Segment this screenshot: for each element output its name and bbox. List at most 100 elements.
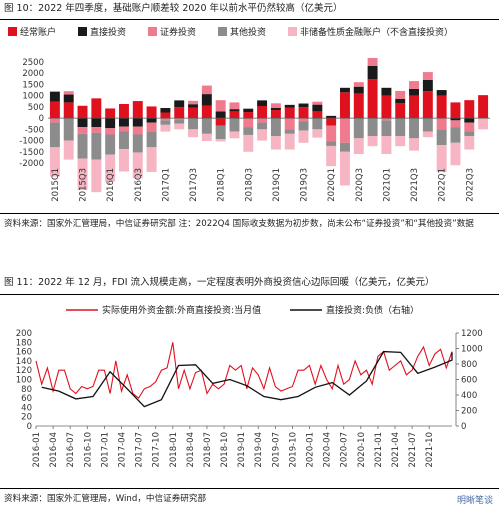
y-left-tick-label: 40	[21, 403, 32, 413]
x-tick-label: 2019Q3	[300, 168, 310, 202]
bar-2019Q1-s4	[270, 136, 281, 150]
bar-2017Q1-s2	[160, 118, 171, 121]
bar-2016Q4-s0	[146, 106, 157, 119]
x-tick-label: 2016-10	[83, 432, 93, 468]
bar-2018Q1-s4	[215, 139, 226, 142]
bar-2019Q4-s0	[312, 111, 323, 119]
y-tick-label: -500	[25, 125, 44, 135]
x-tick-label: 2022Q3	[465, 168, 475, 202]
series-line-direct-investment-liabilities	[41, 350, 453, 408]
y-left-tick-label: 120	[16, 366, 32, 376]
bar-2016Q4-s2	[146, 122, 157, 132]
bar-2022Q2-s0	[450, 102, 461, 119]
bar-2021Q3-s2	[409, 81, 420, 89]
bar-2017Q3-s3	[188, 118, 199, 130]
bar-2017Q2-s2	[174, 118, 185, 120]
x-tick-label: 2015Q1	[51, 168, 61, 202]
figure-10-top-rule	[0, 19, 499, 20]
x-tick-label: 2017-10	[152, 432, 162, 468]
bar-2019Q3-s2	[298, 118, 309, 122]
legend-swatch-3	[218, 27, 227, 36]
bar-2022Q3-s3	[464, 131, 475, 137]
x-tick-label: 2020Q1	[327, 168, 337, 202]
bar-2016Q1-s0	[105, 108, 116, 119]
x-tick-label: 2021-04	[391, 432, 401, 468]
bar-2021Q2-s2	[395, 90, 406, 99]
x-tick-label: 2020-07	[340, 432, 350, 468]
y-right-tick-label: 1200	[461, 329, 483, 339]
y-tick-label: 2500	[22, 58, 44, 68]
bar-2021Q1-s1	[381, 87, 392, 96]
bar-2018Q1-s1	[215, 111, 226, 119]
bar-2022Q3-s1	[464, 118, 475, 123]
bar-2016Q3-s3	[132, 134, 143, 153]
bar-2022Q3-s4	[464, 136, 475, 150]
x-tick-label: 2016-07	[66, 432, 76, 468]
bar-2018Q4-s3	[257, 122, 268, 130]
bar-2021Q3-s3	[409, 118, 420, 139]
y-left-tick-label: 160	[16, 348, 32, 358]
legend-swatch-1	[78, 27, 87, 36]
x-tick-label: 2018-10	[220, 432, 230, 468]
bar-2018Q2-s2	[229, 102, 240, 110]
bar-2019Q2-s4	[284, 133, 295, 150]
bar-2019Q2-s2	[284, 118, 295, 130]
figure-10-chart: 经常账户 直接投资 证券投资 其他投资 非储备性质金融账户（不含直接投资）-2000-1…	[8, 26, 490, 202]
bar-2020Q3-s0	[353, 93, 364, 119]
y-left-tick-label: 100	[16, 376, 32, 386]
y-left-tick-label: 180	[16, 338, 32, 348]
bar-2018Q1-s3	[215, 125, 226, 140]
legend-label-red: 实际使用外资金额:外商直接投资:当月值	[102, 304, 261, 316]
bar-2019Q1-s1	[270, 107, 281, 111]
bar-2016Q1-s3	[105, 134, 116, 155]
bar-2019Q1-s0	[270, 110, 281, 119]
bar-2015Q1-s0	[49, 101, 60, 119]
bar-2018Q4-s4	[257, 129, 268, 141]
x-tick-label: 2021-01	[374, 432, 384, 468]
bar-2022Q4-s0	[478, 95, 489, 119]
bar-2020Q1-s0	[326, 118, 337, 126]
y-tick-label: 500	[28, 103, 44, 113]
bar-2015Q4-s3	[91, 132, 102, 160]
y-tick-label: 0	[39, 114, 44, 124]
bar-2016Q4-s1	[146, 118, 157, 123]
bar-2018Q3-s3	[243, 127, 254, 135]
bar-2019Q3-s1	[298, 103, 309, 108]
bar-2022Q1-s2	[436, 118, 447, 130]
bar-2018Q4-s0	[257, 105, 268, 119]
bar-2022Q3-s0	[464, 100, 475, 119]
bar-2017Q1-s4	[160, 124, 171, 132]
x-tick-label: 2022Q1	[438, 168, 448, 202]
bar-2022Q2-s4	[450, 142, 461, 166]
x-tick-label: 2019-07	[271, 432, 281, 468]
figure-10-source-note: 资料来源：国家外汇管理局，中信证券研究部 注：2022Q4 国际收支数据为初步数…	[4, 219, 474, 229]
bar-2022Q4-s1	[478, 95, 489, 96]
bar-2019Q1-s2	[270, 103, 281, 108]
bar-2020Q4-s1	[367, 65, 378, 80]
bar-2021Q2-s3	[395, 118, 406, 137]
bar-2015Q3-s0	[77, 105, 88, 119]
x-tick-label: 2019-04	[254, 432, 264, 468]
y-left-tick-label: 140	[16, 357, 32, 367]
bar-2022Q1-s0	[436, 95, 447, 119]
y-right-tick-label: 800	[461, 360, 477, 370]
bar-2016Q4-s4	[146, 147, 157, 172]
bar-2019Q4-s3	[312, 118, 323, 130]
y-right-tick-label: 600	[461, 376, 477, 386]
bar-2019Q4-s4	[312, 129, 323, 138]
bar-2021Q3-s1	[409, 88, 420, 96]
bar-2021Q1-s3	[381, 120, 392, 137]
bar-2015Q4-s1	[91, 118, 102, 128]
bar-2017Q4-s0	[201, 105, 212, 119]
y-tick-label: 1500	[22, 80, 44, 90]
bar-2019Q4-s1	[312, 104, 323, 112]
bar-2021Q1-s4	[381, 136, 392, 155]
bar-2015Q2-s2	[63, 91, 74, 95]
bar-2020Q1-s4	[326, 145, 337, 167]
bar-2021Q2-s1	[395, 98, 406, 104]
bar-2019Q3-s3	[298, 121, 309, 131]
x-tick-label: 2021-10	[425, 432, 435, 468]
bar-2016Q1-s2	[105, 128, 116, 135]
legend-label-0: 经常账户	[20, 26, 56, 38]
bar-2019Q2-s3	[284, 129, 295, 134]
